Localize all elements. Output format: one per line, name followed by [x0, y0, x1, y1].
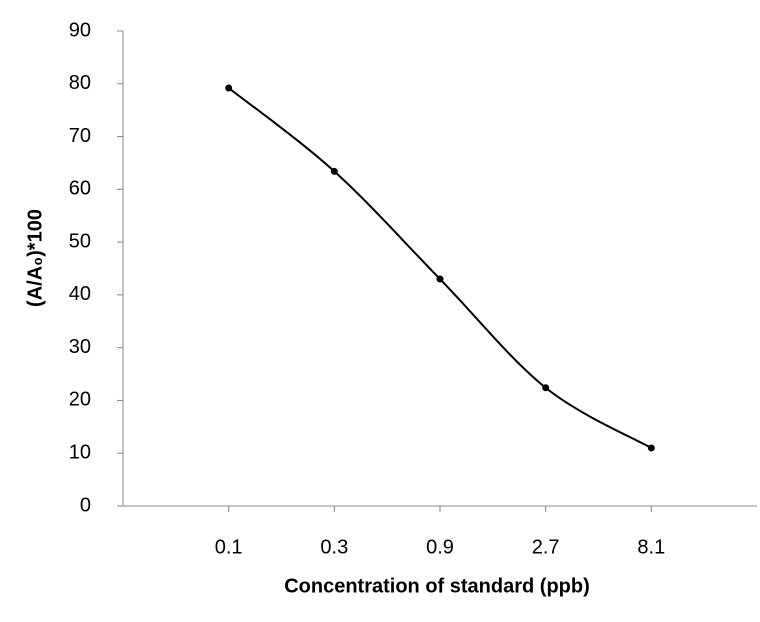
marker: [542, 384, 550, 392]
y-tick-label: 70: [69, 125, 91, 147]
line: [228, 87, 652, 449]
x-tick-label: 2.7: [532, 536, 560, 558]
y-tick-label: 40: [69, 283, 91, 305]
marker: [647, 444, 655, 452]
y-axis-title: (A/A₀)*100: [24, 209, 46, 307]
marker: [225, 84, 233, 92]
y-tick-label: 0: [80, 494, 91, 516]
y-tick-label: 30: [69, 336, 91, 358]
y-tick-label: 90: [69, 19, 91, 41]
x-tick-label: 0.3: [320, 536, 348, 558]
y-tick-label: 10: [69, 442, 91, 464]
x-tick-label: 8.1: [637, 536, 665, 558]
y-tick-label: 60: [69, 178, 91, 200]
x-axis-title: Concentration of standard (ppb): [284, 575, 590, 597]
y-tick-label: 20: [69, 389, 91, 411]
y-tick-label: 50: [69, 230, 91, 252]
y-tick-label: 80: [69, 72, 91, 94]
x-tick-label: 0.1: [215, 536, 243, 558]
x-tick-label: 0.9: [426, 536, 454, 558]
marker: [436, 275, 444, 283]
marker: [330, 167, 338, 175]
